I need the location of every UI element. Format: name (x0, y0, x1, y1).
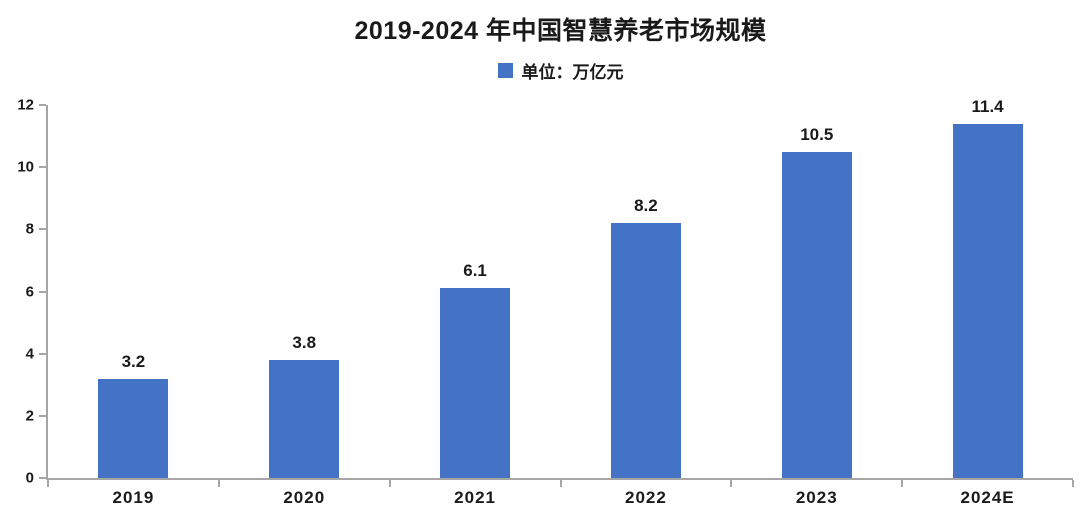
legend-swatch-icon (497, 63, 513, 78)
legend: 单位：万亿元 (48, 58, 1073, 83)
x-axis-label: 2021 (454, 488, 496, 507)
y-axis-label: 10 (17, 158, 34, 176)
x-tick (730, 480, 733, 487)
bar (269, 359, 340, 478)
x-tick (559, 480, 562, 487)
y-axis-label: 2 (25, 407, 34, 425)
y-axis-label: 6 (25, 283, 34, 300)
x-tick (217, 480, 220, 487)
y-tick (39, 166, 46, 169)
y-axis-label: 4 (25, 345, 34, 363)
x-axis-label: 2023 (795, 488, 838, 507)
bar (98, 378, 169, 478)
x-tick (901, 480, 904, 487)
bar-slot: 11.4 2024E (902, 98, 1073, 506)
bar-slot: 10.5 2023 (731, 105, 902, 506)
chart-title: 2019-2024 年中国智慧养老市场规模 (354, 17, 767, 45)
y-tick (39, 414, 46, 417)
bar-value-label: 3.8 (292, 332, 317, 352)
y-axis-label: 12 (17, 96, 34, 114)
bar-value-label: 6.1 (463, 261, 487, 281)
bar-slot: 6.1 2021 (390, 105, 561, 506)
bar-slot: 3.2 2019 (48, 105, 219, 506)
bar-slot: 8.2 2022 (561, 105, 732, 506)
y-axis-label: 0 (25, 469, 34, 487)
bar (781, 151, 852, 478)
y-tick (39, 228, 46, 231)
y-tick (39, 104, 46, 106)
x-axis-label: 2024E (960, 488, 1015, 507)
x-tick (388, 480, 391, 487)
x-axis-label: 2019 (112, 488, 155, 507)
bar (610, 223, 681, 478)
bar (952, 123, 1023, 478)
bar-value-label: 11.4 (971, 96, 1004, 116)
x-axis-line (46, 478, 1073, 480)
x-axis-label: 2022 (625, 488, 667, 507)
bar-value-label: 3.2 (121, 351, 146, 371)
y-tick (39, 477, 46, 479)
y-tick (39, 290, 46, 293)
y-axis-line (46, 105, 48, 478)
y-tick (39, 352, 46, 355)
bar-slot: 3.8 2020 (219, 105, 390, 506)
plot-area: 0 2 4 6 8 10 12 3.2 2019 3.8 2020 6.1 2021 8.2 2022 10… (17, 98, 1074, 506)
x-tick (47, 480, 49, 487)
x-tick (1072, 480, 1074, 487)
bar (440, 288, 511, 478)
bar-value-label: 10.5 (800, 124, 834, 144)
legend-label: 单位：万亿元 (521, 63, 624, 82)
x-axis-label: 2020 (283, 488, 326, 507)
bar-value-label: 8.2 (634, 196, 658, 216)
y-axis-label: 8 (25, 220, 34, 238)
